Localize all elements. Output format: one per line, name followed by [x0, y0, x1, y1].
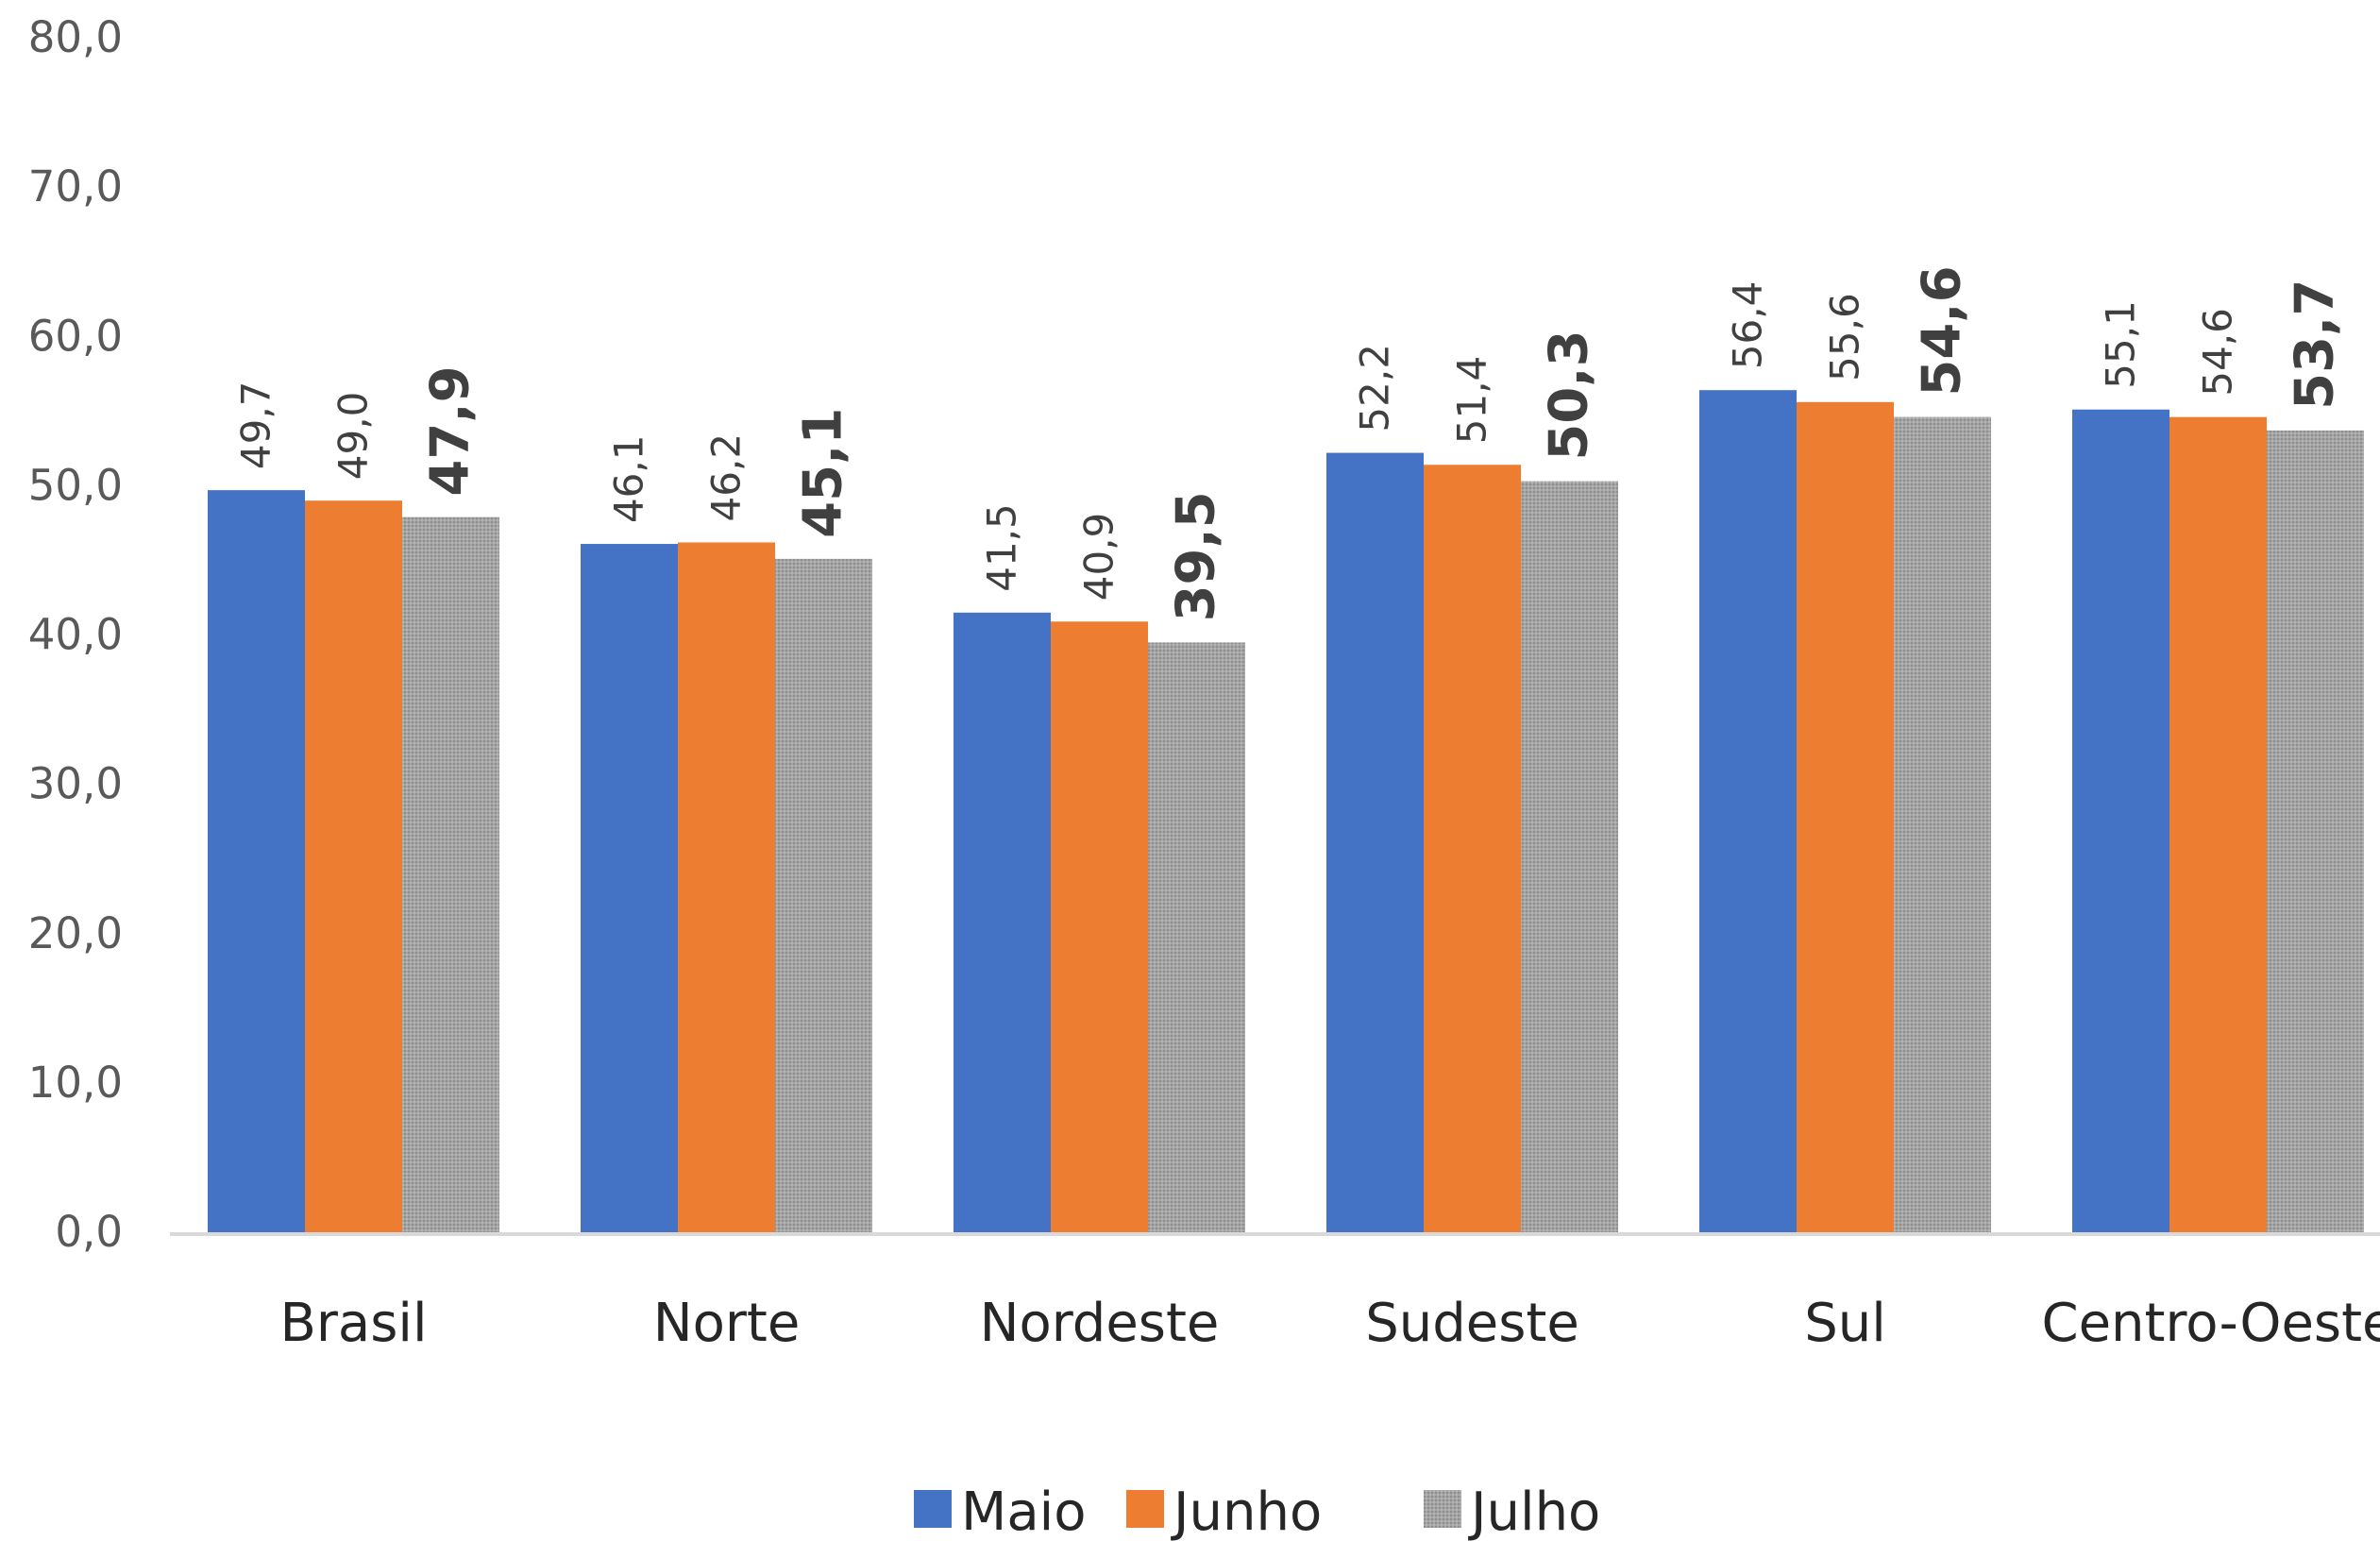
y-tick-label: 60,0: [28, 311, 123, 361]
bar-julho: [775, 558, 872, 1232]
bar-julho: [1521, 481, 1618, 1233]
bar-julho: [1148, 642, 1245, 1232]
bar-junho: [305, 500, 402, 1232]
bar-maio: [208, 490, 305, 1232]
bar-julho: [2267, 430, 2364, 1232]
y-tick-label: 30,0: [28, 759, 123, 809]
x-tick-label: Sudeste: [1365, 1293, 1579, 1354]
x-tick-label: Sul: [1804, 1293, 1886, 1354]
data-label-maio: 52,2: [1352, 344, 1398, 432]
data-label-julho: 47,9: [420, 365, 481, 496]
legend-swatch-julho: [1424, 1490, 1461, 1528]
data-label-maio: 49,7: [233, 381, 279, 470]
data-label-julho: 50,3: [1539, 330, 1600, 460]
y-tick-label: 0,0: [55, 1207, 123, 1257]
bars-group: [208, 390, 2364, 1233]
bar-maio: [954, 612, 1051, 1232]
data-label-maio: 55,1: [2098, 300, 2144, 389]
data-label-junho: 55,6: [1822, 293, 1868, 381]
legend-label-junho: Junho: [1171, 1482, 1322, 1543]
data-label-julho: 39,5: [1166, 491, 1227, 621]
data-label-julho: 54,6: [1912, 265, 1973, 396]
legend-swatch-junho: [1126, 1490, 1164, 1528]
y-tick-label: 10,0: [28, 1058, 123, 1108]
data-label-julho: 45,1: [793, 408, 854, 538]
data-labels-group: 49,7 49,0 47,9 46,1 46,2 45,1 41,5 40,9 39,5 52,2…: [233, 265, 2346, 621]
bar-maio: [1699, 390, 1797, 1232]
y-tick-label: 70,0: [28, 161, 123, 212]
x-axis: Brasil Norte Nordeste Sudeste Sul Centro-Oest…: [279, 1293, 2380, 1354]
bar-maio: [581, 544, 678, 1232]
y-axis: 0,0 10,0 20,0 30,0 40,0 50,0 60,0 70,0 80,0: [28, 12, 123, 1257]
data-label-julho: 53,7: [2285, 279, 2346, 410]
legend-swatch-maio: [914, 1490, 952, 1528]
bar-junho: [1051, 621, 1148, 1232]
data-label-maio: 46,1: [606, 435, 652, 524]
legend: Maio Junho Julho: [914, 1482, 1600, 1543]
y-tick-label: 20,0: [28, 908, 123, 958]
data-label-maio: 56,4: [1725, 281, 1771, 370]
data-label-junho: 49,0: [330, 392, 377, 481]
bar-julho: [1894, 416, 1991, 1232]
bar-maio: [2072, 409, 2169, 1232]
x-tick-label: Norte: [653, 1293, 801, 1354]
x-tick-label: Nordeste: [980, 1293, 1220, 1354]
data-label-maio: 41,5: [979, 503, 1025, 592]
bar-junho: [1797, 401, 1894, 1232]
y-tick-label: 50,0: [28, 460, 123, 510]
bar-junho: [2169, 416, 2267, 1232]
bar-maio: [1326, 452, 1424, 1232]
data-label-junho: 54,6: [2195, 308, 2241, 397]
bar-junho: [1424, 465, 1521, 1232]
data-label-junho: 40,9: [1076, 513, 1122, 601]
bar-julho: [402, 517, 499, 1232]
x-tick-label: Centro-Oeste: [2042, 1293, 2380, 1354]
data-label-junho: 51,4: [1449, 356, 1495, 445]
legend-label-julho: Julho: [1468, 1482, 1600, 1543]
bar-junho: [678, 542, 775, 1232]
x-tick-label: Brasil: [279, 1293, 427, 1354]
data-label-junho: 46,2: [703, 433, 750, 522]
legend-label-maio: Maio: [961, 1482, 1086, 1543]
y-tick-label: 40,0: [28, 610, 123, 660]
y-tick-label: 80,0: [28, 12, 123, 62]
